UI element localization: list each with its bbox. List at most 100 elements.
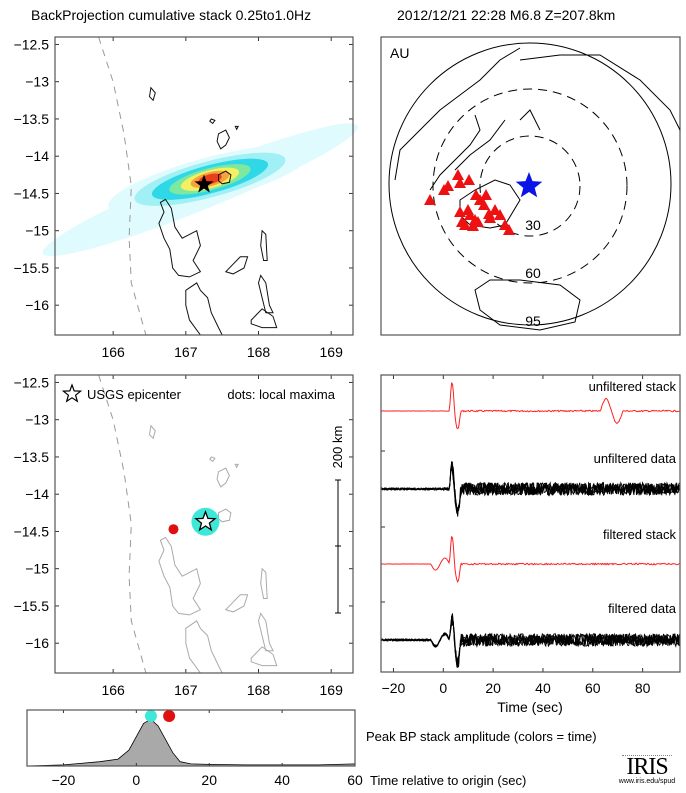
waveform-xtick-label: 40 (535, 680, 551, 696)
maxima-map-trench-dashed-line (98, 374, 147, 674)
bp-map-coastline (260, 229, 268, 261)
local-maximum-dot (168, 524, 179, 535)
trace-label-filtered-data: filtered data (608, 601, 677, 616)
peak-amplitude-area (26, 718, 356, 767)
maxima-map-coastline (250, 646, 278, 667)
maxima-map-coastline (158, 536, 202, 616)
peak-xtick-label: 60 (347, 772, 363, 788)
legend-dots-label: dots: local maxima (227, 387, 335, 402)
continent-coastline (394, 47, 521, 181)
distance-ring (479, 135, 581, 237)
maxima-map-xtick-label: 166 (101, 682, 125, 698)
title-right: 2012/12/21 22:28 M6.8 Z=207.8km (397, 7, 616, 23)
bp-map-coastline (209, 118, 216, 125)
waveform-xtick-label: 20 (485, 680, 501, 696)
maxima-map-ytick-label: −14 (25, 486, 49, 502)
peak-xtick-label: 0 (132, 772, 140, 788)
bp-map-coastline (224, 256, 249, 275)
station-triangle-icon (424, 194, 436, 205)
maxima-map-coastline (185, 620, 224, 674)
legend-star-icon (61, 383, 83, 403)
bp-map-frame (54, 36, 354, 336)
maxima-map-ytick-label: −12.5 (14, 374, 50, 390)
station-triangle-icon (454, 177, 466, 188)
waveform-xtick-label: 60 (585, 680, 601, 696)
peak-xtick-label: 40 (274, 772, 290, 788)
maxima-map-coastline (209, 456, 216, 463)
bp-map-xtick-label: 168 (247, 344, 271, 360)
peak-xtick-label: 20 (201, 772, 217, 788)
bp-map-ytick-label: −12.5 (14, 36, 50, 52)
ring-label-60: 60 (525, 265, 541, 281)
waveform-trace-filtered-stack (380, 535, 680, 583)
station-triangle-icon (478, 199, 490, 210)
event-star-icon (515, 172, 543, 198)
maxima-map-xtick-label: 168 (247, 682, 271, 698)
bp-map-trench-dashed-line (98, 36, 147, 336)
maxima-map-coastline (148, 424, 156, 440)
station-triangle-icon (459, 219, 471, 230)
maxima-map-ytick-label: −15.5 (14, 598, 50, 614)
bp-map-xtick-label: 169 (320, 344, 344, 360)
peak-xlabel: Time relative to origin (sec) (370, 773, 526, 788)
bp-map-coastline (148, 86, 156, 102)
maxima-map-xtick-label: 167 (174, 682, 198, 698)
continent-coastline (519, 109, 541, 131)
station-triangle-icon (454, 206, 466, 217)
station-triangle-icon (467, 220, 479, 231)
bp-map-coastline (158, 198, 202, 278)
bp-map-ytick-label: −14 (25, 148, 49, 164)
maxima-map-ytick-label: −14.5 (14, 523, 50, 539)
maxima-map-ytick-label: −16 (25, 635, 49, 651)
continent-coastline (429, 114, 481, 191)
station-triangle-icon (452, 169, 464, 180)
maxima-map-coastline (224, 594, 249, 613)
waveform-xtick-label: 0 (439, 680, 447, 696)
waveform-trace-filtered-data (380, 619, 680, 668)
continent-coastline (454, 119, 506, 171)
bp-map-ytick-label: −14.5 (14, 185, 50, 201)
waveform-xtick-label: −20 (382, 680, 406, 696)
station-triangle-icon (483, 208, 495, 219)
seismogram-icon (622, 745, 672, 756)
peak-frame (26, 709, 356, 767)
waveform-frame (380, 374, 681, 673)
iris-url: www.iris.edu/spud (618, 778, 676, 785)
maxima-map-coastline (260, 567, 268, 599)
station-triangle-icon (503, 224, 515, 235)
bp-map-ytick-label: −15.5 (14, 260, 50, 276)
bp-map-coastline (216, 129, 230, 150)
peak-time-marker (144, 710, 157, 722)
station-triangle-icon (494, 209, 506, 220)
title-left: BackProjection cumulative stack 0.25to1.… (31, 7, 312, 23)
bp-map-coastline (218, 170, 232, 185)
ring-label-30: 30 (525, 217, 541, 233)
maxima-map-xtick-label: 169 (320, 682, 344, 698)
maxima-map-ytick-label: −13 (25, 412, 49, 428)
waveform-xlabel: Time (sec) (497, 699, 563, 715)
waveform-trace-unfiltered-data (380, 462, 680, 513)
maxima-map-coastline (216, 467, 230, 488)
station-triangle-icon (489, 204, 501, 215)
station-triangle-icon (470, 189, 482, 200)
globe-outline (388, 42, 672, 326)
ring-label-95: 95 (525, 313, 541, 329)
maxima-map-frame (54, 374, 354, 674)
continent-coastline (519, 54, 681, 131)
maxima-map-ytick-label: −13.5 (14, 449, 50, 465)
station-triangle-icon (442, 180, 454, 191)
station-triangle-icon (464, 209, 476, 220)
network-label: AU (390, 45, 409, 61)
waveform-trace-unfiltered-stack (381, 381, 680, 430)
peak-title: Peak BP stack amplitude (colors = time) (366, 729, 597, 744)
usgs-epicenter-star-icon (194, 509, 217, 532)
waveform-trace-unfiltered-data (380, 465, 680, 514)
trace-label-unfiltered-stack: unfiltered stack (589, 379, 677, 394)
bp-map-coastline (250, 308, 278, 329)
bp-map-xtick-label: 166 (101, 344, 125, 360)
station-triangle-icon (463, 174, 475, 185)
station-triangle-icon (480, 189, 492, 200)
epicenter-star-icon (194, 174, 214, 193)
bp-map-coastline (234, 125, 240, 131)
